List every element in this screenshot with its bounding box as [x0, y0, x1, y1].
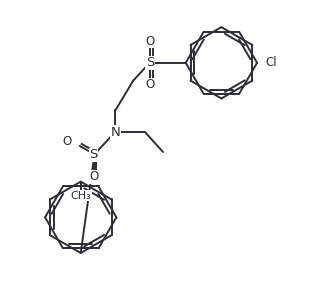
Text: S: S	[146, 56, 154, 69]
Text: Cl: Cl	[265, 56, 277, 69]
Text: O: O	[62, 135, 72, 148]
Text: O: O	[145, 34, 155, 48]
Text: S: S	[89, 148, 98, 161]
Text: CH₃: CH₃	[70, 191, 91, 201]
Text: O: O	[145, 78, 155, 91]
Text: O: O	[89, 170, 98, 183]
Text: N: N	[111, 126, 120, 139]
